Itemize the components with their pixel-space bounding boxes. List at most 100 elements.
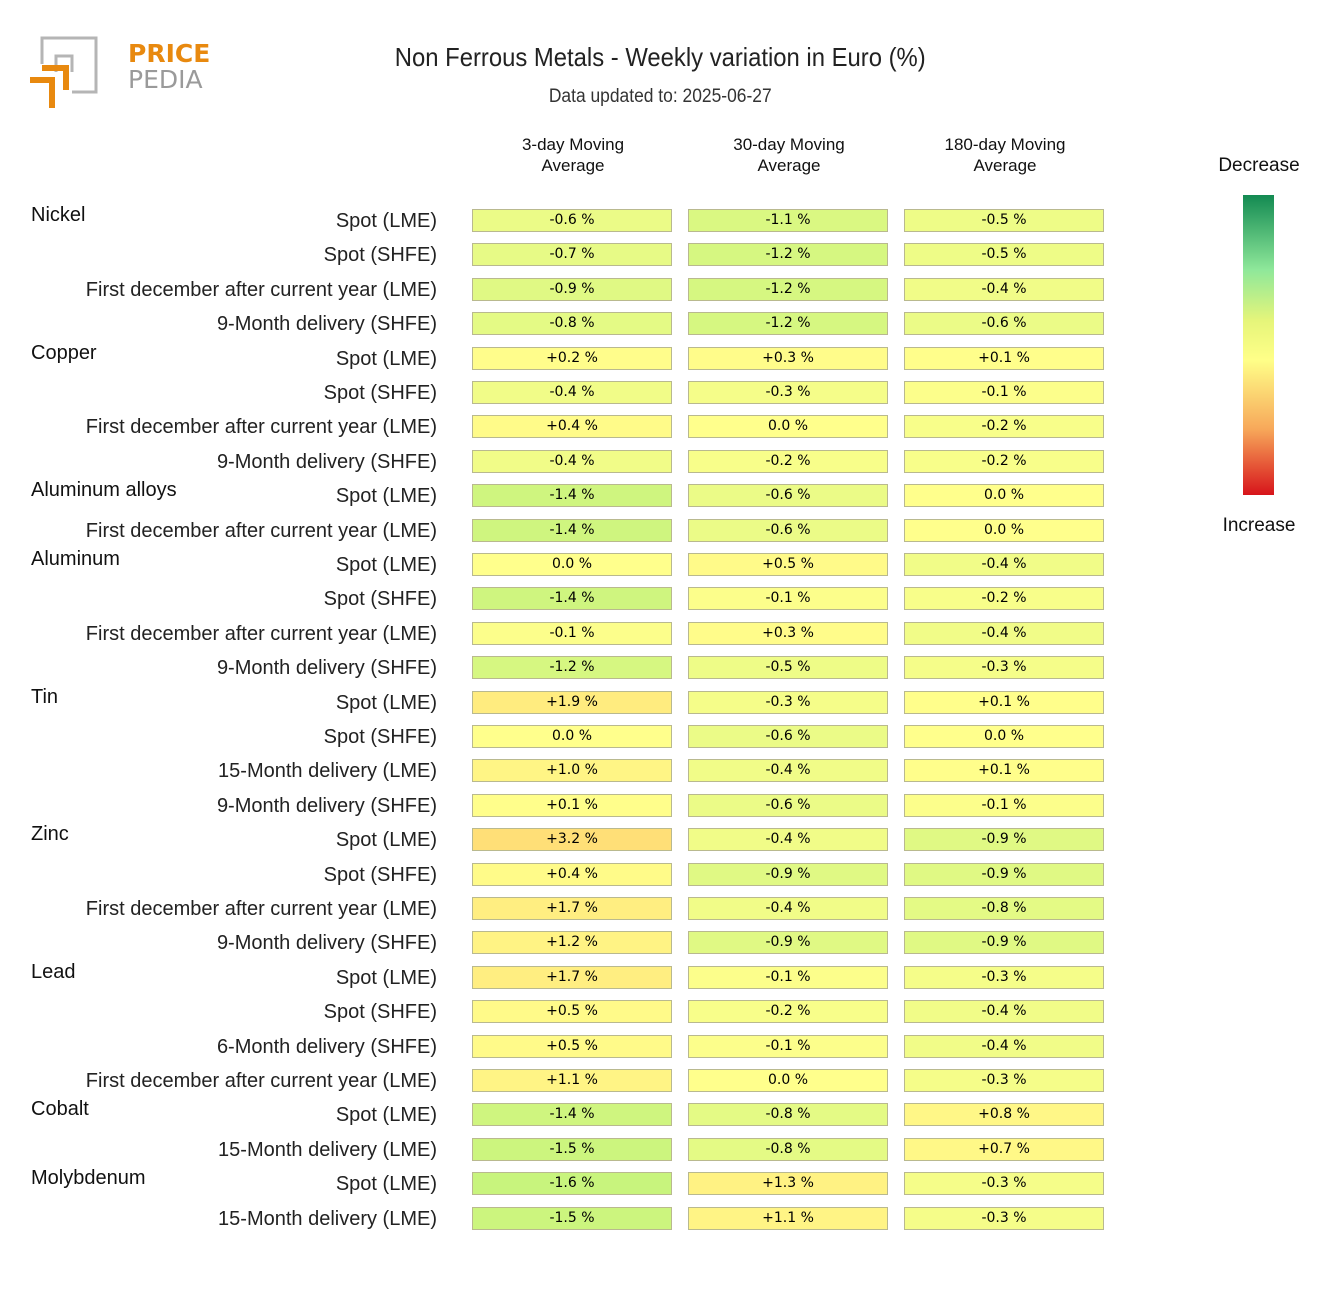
- column-header-line: Average: [541, 156, 605, 175]
- heatmap-cell: +1.0 %: [472, 759, 672, 783]
- legend-increase-label: Increase: [1222, 515, 1296, 536]
- heatmap-cell: +0.1 %: [472, 793, 672, 817]
- heatmap-cell: +0.1 %: [904, 690, 1104, 714]
- row-label: First december after current year (LME): [85, 519, 437, 542]
- legend-color-scale: [1243, 195, 1274, 495]
- heatmap-cell: -1.4 %: [472, 484, 672, 508]
- heatmap-cell: -0.9 %: [472, 277, 672, 301]
- heatmap-cell: -1.4 %: [472, 518, 672, 542]
- metal-group-label: Copper: [31, 341, 97, 364]
- logo-word-pedia: PEDIA: [128, 65, 203, 94]
- heatmap-cell: 0.0 %: [904, 484, 1104, 508]
- heatmap-cell: +0.4 %: [472, 862, 672, 886]
- heatmap-cell: -0.6 %: [688, 793, 888, 817]
- heatmap-cell: 0.0 %: [688, 415, 888, 439]
- heatmap-cell: +0.1 %: [904, 759, 1104, 783]
- row-label: Spot (LME): [335, 829, 437, 852]
- row-label: Spot (SHFE): [323, 863, 437, 886]
- heatmap-cell: -0.3 %: [688, 690, 888, 714]
- metal-group-label: Tin: [31, 685, 59, 708]
- heatmap-cell: -0.4 %: [904, 1034, 1104, 1058]
- heatmap-cell: -0.3 %: [904, 656, 1104, 680]
- metal-group-label: Aluminum alloys: [31, 479, 177, 502]
- heatmap-cell: -0.2 %: [904, 415, 1104, 439]
- heatmap-cell: -1.5 %: [472, 1137, 672, 1161]
- heatmap-cell: -0.2 %: [688, 449, 888, 473]
- heatmap-cell: -0.4 %: [688, 828, 888, 852]
- heatmap-cell: -0.1 %: [904, 793, 1104, 817]
- metal-group-label: Aluminum: [31, 548, 120, 570]
- row-label: Spot (LME): [335, 966, 437, 989]
- heatmap-cell: -0.9 %: [688, 862, 888, 886]
- heatmap-cell: -0.4 %: [904, 553, 1104, 576]
- heatmap-cell: -1.2 %: [688, 312, 888, 336]
- heatmap-cell: -1.4 %: [472, 1103, 672, 1127]
- heatmap-cell: -0.9 %: [904, 862, 1104, 886]
- heatmap-cell: -0.2 %: [904, 449, 1104, 473]
- row-label: Spot (SHFE): [323, 382, 437, 404]
- row-label: Spot (SHFE): [323, 726, 437, 748]
- heatmap-cell: +1.2 %: [472, 931, 672, 955]
- heatmap-cell: +0.8 %: [904, 1103, 1104, 1127]
- row-label: 6-Month delivery (SHFE): [216, 1035, 437, 1058]
- heatmap-cell: -0.6 %: [904, 312, 1104, 336]
- column-header-3day: 3-day Moving Average: [472, 134, 674, 176]
- heatmap-cell: +1.7 %: [472, 897, 672, 920]
- heatmap-cell: -1.2 %: [688, 243, 888, 267]
- heatmap-cell: 0.0 %: [472, 725, 672, 748]
- row-label: Spot (LME): [335, 210, 437, 232]
- row-label: Spot (LME): [335, 347, 437, 370]
- heatmap-cell: -1.4 %: [472, 587, 672, 611]
- heatmap-cell: -0.2 %: [688, 1000, 888, 1024]
- column-header-30day: 30-day Moving Average: [688, 134, 890, 176]
- heatmap-cell: +0.5 %: [472, 1000, 672, 1024]
- heatmap-cell: +0.5 %: [472, 1034, 672, 1058]
- heatmap-cell: -0.4 %: [688, 759, 888, 783]
- metal-group-label: Lead: [31, 960, 76, 983]
- row-label: First december after current year (LME): [85, 622, 437, 645]
- row-label: Spot (SHFE): [323, 1001, 437, 1024]
- row-label: First december after current year (LME): [85, 278, 437, 301]
- heatmap-cell: -0.1 %: [904, 381, 1104, 404]
- row-label: 9-Month delivery (SHFE): [216, 657, 437, 680]
- logo-mark-icon: [30, 36, 98, 108]
- row-label: 9-Month delivery (SHFE): [216, 450, 437, 473]
- row-label: First december after current year (LME): [85, 1070, 437, 1092]
- row-label: Spot (LME): [335, 1173, 437, 1196]
- row-label: Spot (SHFE): [323, 588, 437, 611]
- heatmap-cell: -1.6 %: [472, 1172, 672, 1196]
- column-header-line: 3-day Moving: [521, 135, 625, 154]
- row-label: Spot (SHFE): [323, 244, 437, 267]
- heatmap-cell: -0.3 %: [904, 1069, 1104, 1092]
- row-label: 15-Month delivery (LME): [218, 1138, 437, 1161]
- heatmap-cell: -0.8 %: [688, 1103, 888, 1127]
- legend-decrease-label: Decrease: [1218, 155, 1300, 176]
- heatmap-cell: -0.6 %: [688, 725, 888, 748]
- heatmap-cell: 0.0 %: [904, 518, 1104, 542]
- heatmap-cell: -0.3 %: [688, 381, 888, 404]
- heatmap-cell: -0.4 %: [688, 897, 888, 920]
- heatmap-cell: +0.5 %: [688, 553, 888, 576]
- heatmap-cell: +1.1 %: [688, 1206, 888, 1230]
- column-header-line: 180-day Moving: [944, 135, 1066, 154]
- heatmap-cell: -0.1 %: [472, 621, 672, 645]
- heatmap-cell: +1.3 %: [688, 1172, 888, 1196]
- heatmap-cell: +0.3 %: [688, 346, 888, 370]
- column-header-180day: 180-day Moving Average: [904, 134, 1106, 176]
- heatmap-cell: -0.2 %: [904, 587, 1104, 611]
- heatmap-cell: -1.5 %: [472, 1206, 672, 1230]
- heatmap-cell: -0.1 %: [688, 587, 888, 611]
- row-label: 9-Month delivery (SHFE): [216, 313, 437, 336]
- heatmap-cell: -0.4 %: [904, 277, 1104, 301]
- row-label: First december after current year (LME): [85, 898, 437, 920]
- heatmap-cell: -0.3 %: [904, 1206, 1104, 1230]
- heatmap-cell: -0.4 %: [904, 1000, 1104, 1024]
- heatmap-cell: -0.4 %: [472, 449, 672, 473]
- heatmap-cell: +1.1 %: [472, 1069, 672, 1092]
- heatmap-cell: +0.7 %: [904, 1137, 1104, 1161]
- metal-group-label: Zinc: [31, 823, 69, 846]
- heatmap-cell: -0.6 %: [472, 209, 672, 232]
- logo-word-price: PRICE: [128, 39, 211, 68]
- row-label: 9-Month delivery (SHFE): [216, 932, 437, 955]
- heatmap-cell: +0.3 %: [688, 621, 888, 645]
